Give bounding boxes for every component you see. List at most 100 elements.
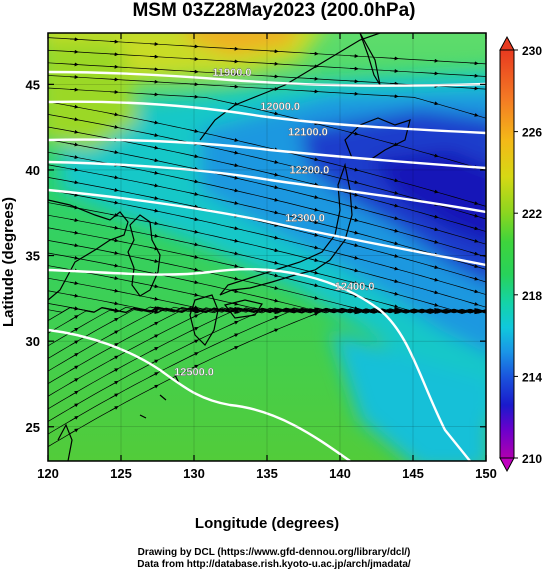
streamline-arrow: [189, 242, 199, 247]
streamline-arrow: [149, 221, 159, 226]
streamline-arrow: [349, 243, 359, 248]
streamline-arrow: [229, 226, 239, 231]
streamline-arrow: [149, 170, 159, 175]
streamline-arrow: [109, 355, 119, 361]
colorbar-tick-label: 218: [522, 289, 542, 303]
streamline-arrow: [389, 279, 399, 284]
streamline-arrow: [389, 241, 399, 246]
streamline-arrow: [109, 368, 119, 374]
streamline-arrow: [109, 301, 119, 306]
streamline-arrow: [469, 264, 479, 269]
streamline-arrow: [389, 203, 399, 208]
credit-data-source: Data from http://database.rish.kyoto-u.a…: [137, 559, 411, 570]
streamline-arrow: [269, 185, 279, 190]
streamline-arrow: [389, 304, 399, 309]
streamline-arrow: [349, 268, 359, 273]
colorbar-tick-label: 226: [522, 126, 542, 140]
streamline-arrow: [269, 223, 279, 227]
streamline-arrow: [69, 327, 79, 334]
streamline-arrow: [69, 117, 79, 122]
y-tick-label: 40: [26, 163, 40, 178]
streamline-arrow: [69, 390, 79, 397]
streamline-arrow: [229, 175, 239, 180]
streamline-arrow: [69, 428, 79, 434]
streamline-arrow: [349, 310, 359, 315]
streamline-arrow: [469, 301, 479, 306]
streamline-arrow: [229, 308, 239, 313]
streamline-arrow: [69, 365, 79, 371]
streamline-arrow: [109, 393, 119, 399]
streamline-arrow: [109, 263, 119, 268]
streamline-arrow: [389, 190, 399, 195]
streamline-arrow: [269, 328, 279, 333]
credit-dcl: Drawing by DCL (https://www.gfd-dennou.o…: [137, 547, 411, 558]
streamline-arrow: [309, 307, 319, 312]
streamline-arrow: [69, 180, 79, 185]
streamline-arrow: [189, 154, 199, 159]
chart-title: MSM 03Z28May2023 (200.0hPa): [132, 0, 416, 21]
streamline-arrow: [109, 200, 119, 205]
streamline-arrow: [389, 228, 399, 233]
streamline-arrow: [69, 230, 79, 235]
streamline-arrow: [309, 245, 319, 250]
streamline-arrow: [269, 111, 279, 116]
streamline-arrow: [189, 352, 199, 357]
colorbar-tick-label: 222: [522, 207, 542, 221]
colorbar-bottom-triangle: [499, 457, 515, 473]
streamline-arrow: [229, 346, 239, 351]
streamline-arrow: [429, 302, 439, 307]
streamline-arrow: [149, 183, 159, 188]
streamline-arrow: [309, 295, 319, 300]
streamline-arrow: [69, 218, 79, 223]
streamline-arrow: [229, 188, 239, 193]
streamline-arrow: [69, 255, 79, 260]
streamline-arrow: [109, 187, 119, 192]
streamline-arrow: [149, 306, 159, 310]
streamline-arrow: [429, 189, 439, 194]
streamline-arrow: [109, 276, 119, 281]
contour-label: 12300.0: [285, 212, 325, 224]
streamline-arrow: [429, 290, 439, 295]
streamline-arrow: [149, 120, 159, 125]
streamline-arrow: [349, 167, 359, 172]
streamline-arrow: [69, 416, 79, 422]
streamline-arrow: [109, 406, 119, 412]
streamline-arrow: [69, 155, 79, 160]
streamline-arrow: [149, 347, 159, 352]
streamline-arrow: [269, 298, 279, 303]
streamline-arrow: [69, 243, 79, 248]
streamline-arrow: [149, 321, 159, 327]
streamline-arrow: [229, 320, 239, 326]
streamline-arrow: [229, 333, 239, 338]
streamline-arrow: [69, 142, 79, 147]
streamline-arrow: [389, 308, 399, 313]
colorbar-top-triangle: [499, 35, 515, 51]
streamline-arrow: [309, 232, 319, 237]
streamline-arrow: [189, 179, 199, 184]
streamline-arrow: [349, 230, 359, 235]
streamline-arrow: [189, 280, 199, 285]
streamline-arrow: [149, 196, 159, 200]
streamline-arrow: [389, 253, 399, 258]
streamline-arrow: [189, 204, 199, 209]
streamline-arrow: [109, 150, 119, 155]
x-tick-label: 135: [256, 466, 278, 481]
streamline-arrow: [469, 201, 479, 206]
streamline-arrow: [429, 153, 439, 158]
y-tick-label: 45: [26, 77, 40, 92]
streamline-arrow: [389, 291, 399, 296]
streamline-arrow: [69, 378, 79, 384]
streamline-arrow: [229, 310, 239, 314]
streamline-arrow: [469, 308, 479, 313]
streamline-arrow: [109, 288, 119, 293]
streamline-arrow: [149, 145, 159, 150]
streamline-arrow: [269, 197, 279, 202]
streamline-arrow: [229, 163, 239, 168]
streamline-arrow: [189, 364, 199, 370]
streamline-arrow: [309, 309, 319, 314]
streamline-arrow: [69, 129, 79, 134]
x-tick-label: 130: [183, 466, 205, 481]
streamline-arrow: [69, 192, 79, 197]
streamline-arrow: [229, 251, 239, 256]
